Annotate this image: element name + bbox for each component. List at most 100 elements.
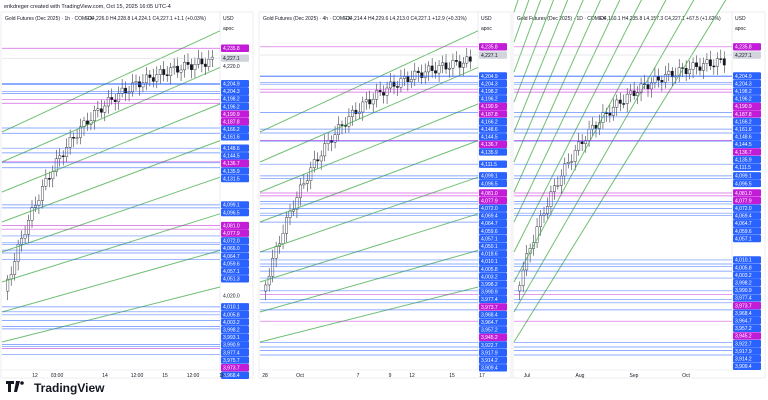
price-label-box xyxy=(221,318,249,326)
candle-body xyxy=(37,200,41,206)
price-label-box xyxy=(733,163,761,171)
price-label: 4,144.5 xyxy=(223,154,240,160)
price-label: 4,190.9 xyxy=(481,104,498,110)
candle-body xyxy=(364,99,368,103)
price-label-box xyxy=(221,333,249,341)
currency: USD xyxy=(735,16,746,22)
price-label-box xyxy=(479,79,507,88)
candle-body xyxy=(722,58,726,66)
candle-body xyxy=(437,65,441,74)
price-label: 3,977.4 xyxy=(735,296,752,302)
price-label: 4,204.3 xyxy=(223,89,240,95)
candle-body xyxy=(65,147,69,157)
candle-body xyxy=(347,116,351,127)
price-label-box xyxy=(733,271,761,279)
candle-body xyxy=(566,162,570,164)
price-label-box xyxy=(733,219,761,228)
price-label: 4,081.0 xyxy=(223,223,240,229)
candle-body xyxy=(312,159,316,169)
price-label: 3,945.2 xyxy=(481,335,498,341)
price-label: 4,136.7 xyxy=(735,150,752,156)
price-label-box xyxy=(221,159,249,168)
price-label-box xyxy=(733,148,761,156)
price-label-box xyxy=(479,87,507,95)
candle-body xyxy=(75,137,79,139)
chart-panel: Gold Futures (Dec 2025) · 1D · COMEXO4,1… xyxy=(512,0,766,379)
price-label-box xyxy=(479,51,507,59)
candle-body xyxy=(13,261,17,275)
candle-body xyxy=(141,82,145,88)
chart-panel: Gold Futures (Dec 2025) · 1h · COMEXO4,2… xyxy=(0,11,254,379)
candle-body xyxy=(51,171,55,180)
price-label-box xyxy=(733,355,761,363)
trend-line xyxy=(513,0,555,103)
candle-body xyxy=(20,237,24,245)
trend-line xyxy=(259,249,479,313)
x-tick-label: Oct xyxy=(682,373,690,379)
x-tick-label: Aug xyxy=(576,373,585,379)
candle-body xyxy=(120,87,124,94)
price-label-box xyxy=(733,172,761,180)
price-label: 4,018.6 xyxy=(481,252,498,258)
trend-line xyxy=(259,66,479,163)
price-label-box xyxy=(479,326,507,334)
price-label-box xyxy=(733,309,761,317)
candle-body xyxy=(708,59,712,67)
trend-line xyxy=(1,176,221,253)
trend-line xyxy=(259,176,479,253)
candle-body xyxy=(99,108,103,113)
price-label: 3,945.2 xyxy=(735,334,752,340)
price-label-box xyxy=(479,265,507,273)
price-label: 4,235.8 xyxy=(481,45,498,51)
price-label-box xyxy=(479,234,507,243)
price-label: 3,968.4 xyxy=(481,312,498,318)
price-label: 4,204.9 xyxy=(481,74,498,80)
candle-body xyxy=(68,137,72,148)
price-label-box xyxy=(221,303,249,311)
candle-body xyxy=(650,82,653,90)
candle-body xyxy=(54,158,58,172)
candle-body xyxy=(639,83,643,93)
price-label-box xyxy=(221,267,249,275)
candle-body xyxy=(684,68,688,75)
price-label-box xyxy=(221,371,249,379)
x-tick-label: 9 xyxy=(389,373,392,379)
candle-body xyxy=(608,112,612,116)
price-label: 3,964.7 xyxy=(481,320,498,326)
price-label: 4,010.1 xyxy=(481,259,498,265)
price-label-box xyxy=(733,227,761,235)
price-label: 4,166.2 xyxy=(735,119,752,125)
price-label: 3,914.2 xyxy=(735,357,752,363)
price-label: 4,066.0 xyxy=(223,246,240,252)
candle-body xyxy=(295,197,299,210)
candle-body xyxy=(298,184,302,198)
candle-body xyxy=(539,215,542,227)
candle-body xyxy=(663,74,667,83)
price-label-box xyxy=(733,133,761,141)
price-label: 4,005.8 xyxy=(481,267,498,273)
price-label-box xyxy=(479,196,507,205)
price-label-box xyxy=(479,125,507,133)
candle-body xyxy=(162,69,166,75)
candle-body xyxy=(546,206,549,215)
candle-body xyxy=(131,82,134,93)
candle-body xyxy=(127,91,131,94)
candle-body xyxy=(615,99,619,108)
price-label-box xyxy=(221,229,249,237)
price-label: 4,051.3 xyxy=(223,277,240,283)
candle-body xyxy=(423,71,427,78)
price-label-box xyxy=(479,95,507,103)
panel-title: Gold Futures (Dec 2025) · 1h · COMEX xyxy=(5,16,93,22)
candle-body xyxy=(368,99,372,105)
candle-body xyxy=(34,205,37,208)
trend-line xyxy=(259,213,479,283)
candle-body xyxy=(625,93,629,104)
price-label-box xyxy=(733,179,761,188)
candle-body xyxy=(444,62,448,70)
price-label: 4,136.7 xyxy=(223,161,240,167)
price-label: 4,059.6 xyxy=(735,229,752,235)
price-label-box xyxy=(221,341,249,349)
candle-body xyxy=(151,77,155,82)
price-label-box xyxy=(733,155,761,164)
price-label: 4,020.0 xyxy=(223,293,240,299)
